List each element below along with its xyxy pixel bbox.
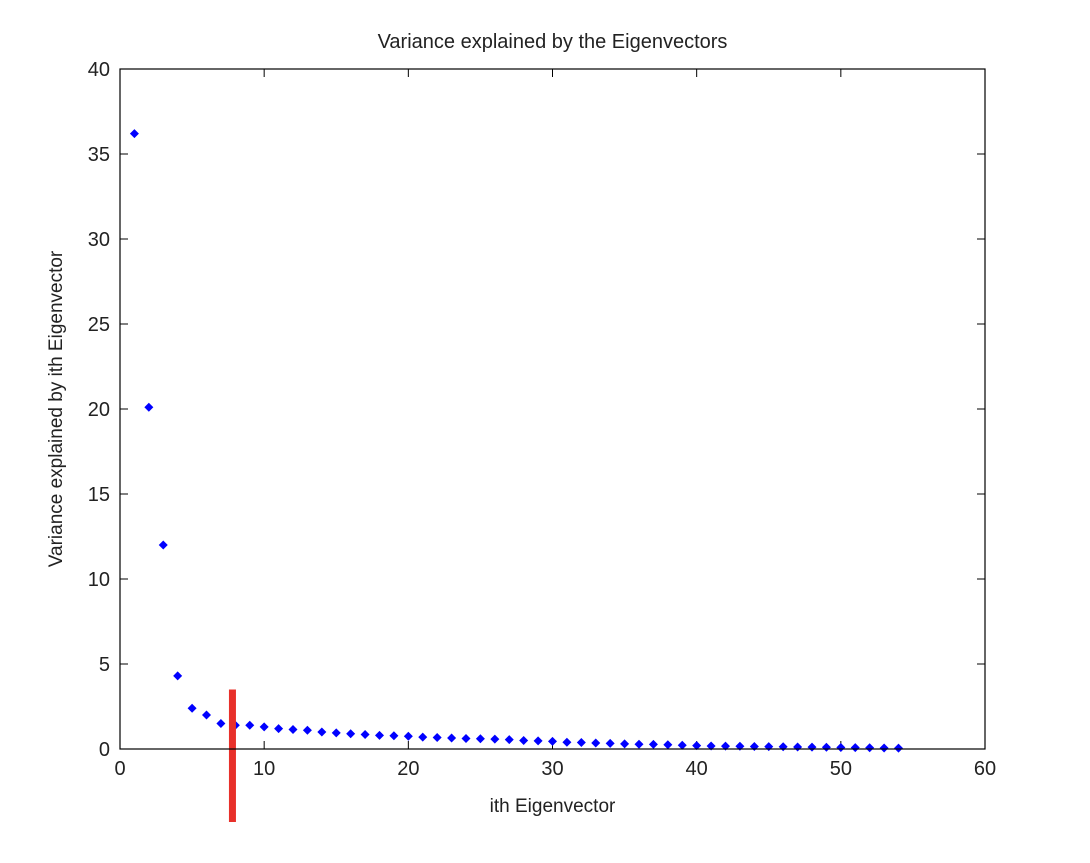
chart-title: Variance explained by the Eigenvectors bbox=[378, 31, 728, 53]
data-point bbox=[317, 727, 327, 737]
data-point bbox=[331, 728, 341, 738]
data-point bbox=[403, 731, 413, 741]
data-point bbox=[648, 739, 658, 749]
data-point bbox=[879, 743, 889, 753]
data-point bbox=[173, 671, 183, 681]
data-point bbox=[418, 732, 428, 742]
data-point bbox=[274, 724, 284, 734]
data-point bbox=[576, 738, 586, 748]
data-point bbox=[634, 739, 644, 749]
data-point bbox=[562, 737, 572, 747]
x-tick-label: 30 bbox=[541, 758, 563, 780]
data-point bbox=[375, 730, 384, 740]
data-point bbox=[360, 730, 370, 740]
annotations bbox=[228, 689, 236, 822]
axis-ticks: 0 10 20 30 40 50 60 0 5 10 15 20 25 30 35 40 bbox=[88, 59, 996, 780]
data-point bbox=[504, 735, 514, 745]
plot-frame bbox=[119, 68, 986, 750]
data-point bbox=[447, 733, 457, 743]
data-points bbox=[129, 129, 903, 753]
data-point bbox=[533, 736, 543, 746]
data-point bbox=[259, 722, 269, 732]
data-point bbox=[302, 725, 312, 735]
y-tick-label: 40 bbox=[88, 59, 110, 81]
data-point bbox=[836, 742, 846, 752]
x-axis-title: ith Eigenvector bbox=[490, 796, 616, 817]
y-tick-label: 5 bbox=[99, 654, 110, 676]
y-tick-label: 30 bbox=[88, 229, 110, 251]
y-tick-label: 25 bbox=[88, 314, 110, 336]
data-point bbox=[692, 741, 702, 751]
x-tick-label: 0 bbox=[114, 758, 125, 780]
x-tick-label: 60 bbox=[974, 758, 996, 780]
data-point bbox=[288, 724, 298, 734]
x-tick-label: 10 bbox=[253, 758, 275, 780]
data-point bbox=[202, 710, 211, 720]
red-marker-bar bbox=[228, 689, 236, 822]
data-point bbox=[721, 741, 730, 751]
data-point bbox=[129, 129, 139, 139]
data-point bbox=[461, 733, 471, 743]
y-tick-label: 35 bbox=[88, 144, 110, 166]
x-tick-label: 20 bbox=[397, 758, 419, 780]
x-tick-label: 50 bbox=[830, 758, 852, 780]
y-tick-label: 20 bbox=[88, 399, 110, 421]
data-point bbox=[605, 738, 615, 748]
x-tick-label: 40 bbox=[686, 758, 708, 780]
data-point bbox=[706, 741, 716, 751]
data-point bbox=[187, 703, 197, 713]
data-point bbox=[548, 736, 557, 746]
data-point bbox=[389, 731, 399, 741]
data-point bbox=[245, 720, 255, 730]
data-point bbox=[475, 734, 485, 744]
data-point bbox=[216, 719, 226, 728]
y-tick-label: 0 bbox=[99, 739, 110, 761]
data-point bbox=[850, 743, 860, 753]
data-point bbox=[432, 732, 442, 742]
data-point bbox=[158, 540, 168, 550]
data-point bbox=[490, 734, 500, 744]
data-point bbox=[894, 743, 903, 753]
data-point bbox=[677, 740, 687, 750]
data-point bbox=[663, 740, 673, 750]
data-point bbox=[519, 736, 529, 745]
y-axis-title: Variance explained by ith Eigenvector bbox=[46, 250, 67, 567]
data-point bbox=[865, 743, 875, 753]
y-tick-label: 10 bbox=[88, 569, 110, 591]
data-point bbox=[144, 402, 154, 412]
data-point bbox=[346, 729, 356, 739]
y-tick-label: 15 bbox=[88, 484, 110, 506]
data-point bbox=[591, 738, 601, 748]
data-point bbox=[620, 739, 630, 749]
